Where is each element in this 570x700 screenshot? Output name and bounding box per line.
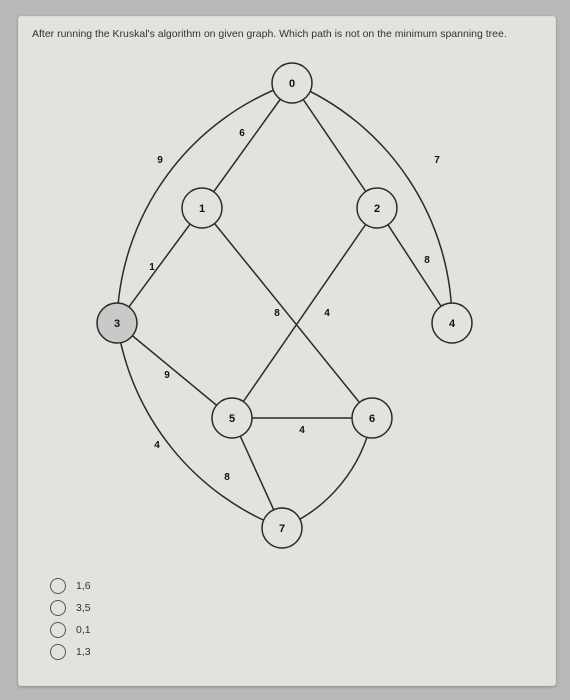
svg-text:8: 8 xyxy=(424,255,430,266)
svg-text:9: 9 xyxy=(157,155,163,166)
svg-text:4: 4 xyxy=(154,440,160,451)
answer-option-0[interactable]: 1,6 xyxy=(50,578,91,594)
graph-diagram: 6 1 4 8 8 9 4 8 9 7 4 0 1 2 3 4 5 6 7 xyxy=(32,48,522,568)
option-label: 3,5 xyxy=(76,602,91,614)
svg-text:4: 4 xyxy=(449,318,456,330)
radio-icon[interactable] xyxy=(50,600,66,616)
svg-text:1: 1 xyxy=(199,203,205,215)
svg-text:4: 4 xyxy=(299,425,305,436)
question-text: After running the Kruskal's algorithm on… xyxy=(32,28,546,40)
option-label: 1,3 xyxy=(76,646,91,658)
svg-text:8: 8 xyxy=(224,472,230,483)
answer-option-1[interactable]: 3,5 xyxy=(50,600,91,616)
svg-text:7: 7 xyxy=(279,523,285,535)
answer-option-2[interactable]: 0,1 xyxy=(50,622,91,638)
option-label: 0,1 xyxy=(76,624,91,636)
graph-svg: 6 1 4 8 8 9 4 8 9 7 4 0 1 2 3 4 5 6 7 xyxy=(32,48,522,568)
svg-text:5: 5 xyxy=(229,413,235,425)
page-background: After running the Kruskal's algorithm on… xyxy=(0,0,570,700)
svg-text:6: 6 xyxy=(369,413,375,425)
answer-option-3[interactable]: 1,3 xyxy=(50,644,91,660)
answer-options: 1,6 3,5 0,1 1,3 xyxy=(50,578,91,666)
svg-text:3: 3 xyxy=(114,318,120,330)
svg-text:2: 2 xyxy=(374,203,380,215)
option-label: 1,6 xyxy=(76,580,91,592)
radio-icon[interactable] xyxy=(50,578,66,594)
svg-text:6: 6 xyxy=(239,128,245,139)
question-panel: After running the Kruskal's algorithm on… xyxy=(18,16,556,686)
svg-text:8: 8 xyxy=(274,308,280,319)
radio-icon[interactable] xyxy=(50,622,66,638)
svg-text:1: 1 xyxy=(149,262,155,273)
radio-icon[interactable] xyxy=(50,644,66,660)
svg-text:0: 0 xyxy=(289,78,295,90)
svg-text:9: 9 xyxy=(164,370,170,381)
svg-text:7: 7 xyxy=(434,155,440,166)
svg-text:4: 4 xyxy=(324,308,330,319)
